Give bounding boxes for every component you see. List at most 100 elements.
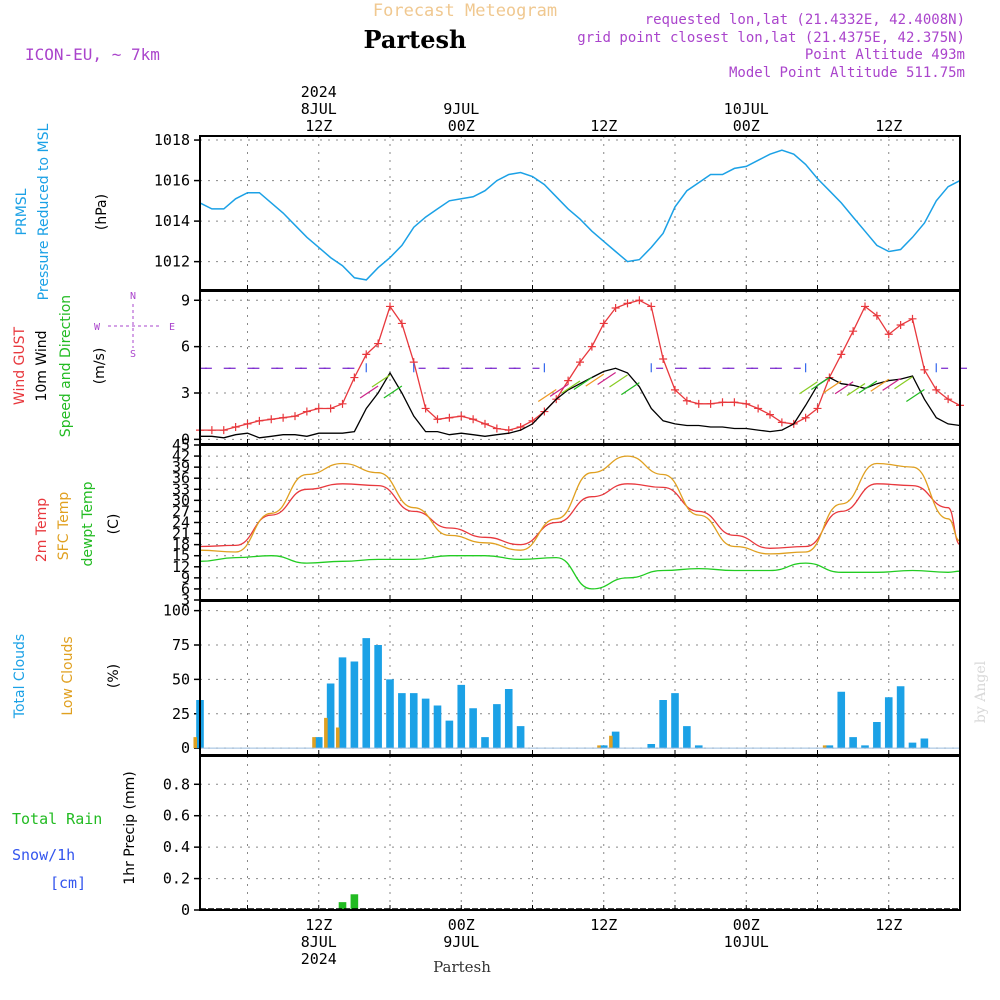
- wind-direction-arrow: [870, 378, 890, 392]
- low-cloud-bar: [335, 727, 340, 749]
- wind-direction-arrow: [597, 371, 616, 385]
- compass-rose: N S W E: [94, 291, 175, 360]
- ytick-label: 0: [181, 739, 190, 757]
- top-time-label: 9JUL: [443, 100, 479, 118]
- gust-point: [730, 398, 739, 407]
- total-cloud-bar: [338, 657, 347, 749]
- top-time-label: 12Z: [875, 117, 902, 135]
- total-cloud-bar: [481, 737, 489, 749]
- gust-point: [219, 426, 228, 435]
- gust-point: [397, 319, 406, 328]
- wind-direction-arrow: [834, 381, 854, 395]
- footer-location: Partesh: [433, 958, 491, 976]
- wind-gust-label: Wind GUST: [12, 326, 28, 405]
- plot-area: 1012101410161018036936912151821242730333…: [154, 83, 967, 968]
- point-altitude: Point Altitude 493m: [805, 47, 965, 63]
- total-cloud-bar: [884, 697, 893, 749]
- chart-title: Partesh: [364, 25, 467, 54]
- time-axis-labels: 20248JUL12Z9JUL00Z12Z10JUL00Z12Z11JUL00Z…: [301, 83, 903, 968]
- gust-point: [849, 327, 858, 336]
- top-time-label: 2024: [301, 83, 337, 101]
- ytick-label: 0.4: [163, 838, 190, 856]
- gust-point: [207, 426, 216, 435]
- total-cloud-bar: [694, 745, 703, 749]
- requested-coords: requested lon,lat (21.4332E, 42.4008N): [645, 12, 965, 28]
- total-cloud-bar: [433, 705, 442, 749]
- total-cloud-bar: [314, 737, 323, 749]
- ytick-label: 1012: [154, 253, 190, 271]
- chart-subtitle: Forecast Meteogram: [373, 1, 557, 21]
- total-cloud-bar: [861, 745, 869, 749]
- wind-direction-arrow: [359, 385, 379, 399]
- top-time-label: 00Z: [733, 117, 760, 135]
- gust-point: [231, 423, 240, 431]
- bottom-time-label: 12Z: [305, 916, 332, 934]
- clouds-unit: (%): [106, 664, 122, 688]
- total-rain-label: Total Rain: [12, 810, 102, 828]
- ytick-label: 9: [181, 291, 190, 309]
- low-cloud-bar: [609, 735, 613, 749]
- low-cloud-bar: [597, 745, 601, 749]
- wind-direction-arrow: [811, 377, 830, 391]
- gust-point: [291, 412, 299, 421]
- wind-direction-arrow: [549, 383, 569, 397]
- ytick-label: 75: [172, 636, 190, 654]
- low-cloud-bar: [193, 737, 198, 749]
- pressure-labels: PRMSL Pressure Reduced to MSL (hPa): [14, 123, 110, 300]
- total-cloud-bar: [362, 638, 371, 749]
- top-time-label: 12Z: [305, 117, 332, 135]
- total-cloud-bar: [683, 726, 691, 749]
- compass-n: N: [130, 291, 136, 302]
- wind-speed-label: 10m Wind: [34, 330, 50, 401]
- gust-point: [255, 416, 264, 425]
- bottom-time-label: 10JUL: [724, 933, 769, 951]
- watermark: by Angel: [973, 660, 989, 723]
- bottom-time-label: 00Z: [733, 916, 760, 934]
- gust-point: [564, 376, 573, 385]
- pressure-label-1: PRMSL: [14, 188, 30, 235]
- wind-unit: (m/s): [92, 348, 108, 385]
- wind-direction-arrow: [371, 374, 391, 388]
- gridpoint-coords: grid point closest lon,lat (21.4375E, 42…: [577, 30, 965, 46]
- gust-point: [647, 302, 656, 311]
- dewpt-label: dewpt Temp: [80, 481, 96, 566]
- total-cloud-bar: [504, 689, 513, 749]
- gust-point: [635, 296, 644, 305]
- gust-point: [433, 415, 442, 424]
- ytick-label: 1018: [154, 131, 190, 149]
- gust-point: [576, 358, 584, 367]
- pressure-label-2: Pressure Reduced to MSL: [36, 123, 52, 300]
- wind-direction-arrow: [799, 381, 818, 395]
- total-cloud-bar: [493, 704, 501, 749]
- gust-point: [671, 385, 679, 394]
- total-cloud-bar: [908, 742, 917, 749]
- gust-point: [944, 395, 953, 404]
- model-altitude: Model Point Altitude 511.75m: [729, 65, 965, 81]
- wind-direction-arrow: [585, 373, 605, 387]
- ytick-label: 100: [163, 602, 190, 620]
- low-cloud-bar: [324, 717, 328, 749]
- top-time-label: 10JUL: [724, 100, 769, 118]
- ytick-label: 0.2: [163, 870, 190, 888]
- ytick-label: 0: [181, 901, 190, 919]
- snow-label: Snow/1h: [12, 846, 75, 864]
- gust-point: [861, 302, 869, 311]
- gust-point: [457, 412, 466, 421]
- gust-point: [386, 302, 394, 311]
- wind-speed-line: [200, 367, 961, 439]
- wind-direction-arrow: [894, 376, 913, 390]
- total-cloud-bar: [659, 700, 667, 749]
- low-clouds-label: Low Clouds: [60, 636, 76, 715]
- rain-bar: [338, 902, 347, 910]
- ytick-label: 27: [172, 502, 190, 520]
- model-label: ICON-EU, ~ 7km: [25, 45, 160, 64]
- wind-direction-label: Speed and Direction: [58, 295, 74, 437]
- panel-wind: 0 3 6 9: [181, 290, 967, 448]
- gust-point: [754, 404, 763, 413]
- gust-point: [421, 404, 430, 413]
- rain-bar: [350, 894, 359, 910]
- total-cloud-bar: [457, 684, 466, 749]
- compass-s: S: [130, 349, 136, 360]
- ytick-label: 0: [181, 430, 190, 448]
